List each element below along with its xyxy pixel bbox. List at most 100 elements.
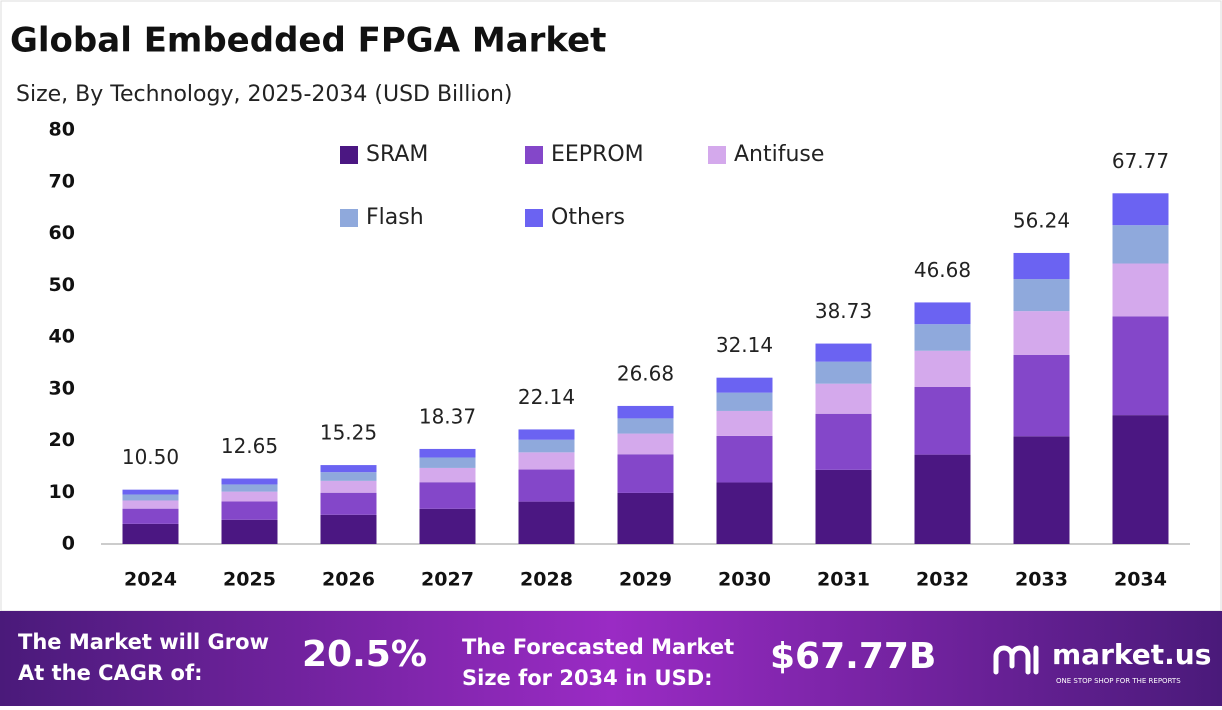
bar-segment (716, 392, 773, 411)
y-tick-label: 0 (62, 533, 75, 555)
legend-swatch (708, 146, 726, 164)
bar-segment (1013, 354, 1070, 437)
bar-segment (716, 410, 773, 436)
bar-segment (320, 465, 377, 473)
bar-segment (221, 519, 278, 544)
bar-segment (122, 494, 179, 501)
x-tick-label: 2033 (1015, 569, 1068, 591)
total-label: 10.50 (122, 445, 179, 469)
bar-segment (1013, 436, 1070, 544)
total-label: 32.14 (716, 333, 773, 357)
bar-segment (815, 469, 872, 544)
bar-segment (518, 429, 575, 440)
x-tick-label: 2031 (817, 569, 870, 591)
legend-label: SRAM (366, 142, 428, 167)
legend-swatch (525, 146, 543, 164)
bar-segment (1112, 225, 1169, 264)
forecast-text: Size for 2034 in USD: (462, 666, 713, 690)
bar-segment (419, 457, 476, 468)
bar-segment (122, 500, 179, 509)
total-label: 15.25 (320, 421, 377, 445)
legend-swatch (340, 146, 358, 164)
cagr-text: At the CAGR of: (18, 661, 203, 685)
bar-segment (617, 454, 674, 493)
bar-segment (122, 523, 179, 544)
bar-segment (122, 489, 179, 495)
bar-segment (419, 448, 476, 458)
x-tick-label: 2032 (916, 569, 969, 591)
total-label: 56.24 (1013, 208, 1070, 232)
forecast-text: The Forecasted Market (462, 635, 734, 659)
bar-segment (914, 454, 971, 544)
footer-band (0, 611, 1222, 706)
x-tick-label: 2034 (1114, 569, 1167, 591)
bar-segment (221, 501, 278, 520)
bar-segment (1112, 316, 1169, 416)
y-tick-label: 80 (49, 119, 75, 141)
bar-segment (1112, 193, 1169, 226)
tagline: ONE STOP SHOP FOR THE REPORTS (1056, 677, 1181, 685)
bar-segment (914, 386, 971, 455)
bar-segment (815, 413, 872, 470)
cagr-value: 20.5% (302, 634, 427, 675)
bar-segment (419, 482, 476, 509)
x-tick-label: 2027 (421, 569, 474, 591)
total-label: 38.73 (815, 299, 872, 323)
x-tick-label: 2025 (223, 569, 276, 591)
y-tick-label: 20 (49, 429, 75, 451)
bar-segment (716, 435, 773, 483)
y-tick-label: 50 (49, 274, 75, 296)
bar-segment (320, 480, 377, 493)
brand: market.us (1052, 638, 1211, 671)
bar-segment (815, 361, 872, 384)
bar-segment (320, 492, 377, 515)
chart-title: Global Embedded FPGA Market (10, 21, 606, 61)
y-tick-label: 60 (49, 222, 75, 244)
total-label: 46.68 (914, 258, 971, 282)
bar-segment (1112, 263, 1169, 317)
bar-segment (320, 514, 377, 544)
bar-segment (716, 377, 773, 393)
bar-segment (221, 484, 278, 492)
total-label: 26.68 (617, 361, 674, 385)
legend-swatch (340, 209, 358, 227)
bar-segment (1013, 252, 1070, 280)
x-tick-label: 2030 (718, 569, 771, 591)
bar-segment (617, 433, 674, 455)
chart-subtitle: Size, By Technology, 2025-2034 (USD Bill… (16, 82, 513, 107)
legend-label: Antifuse (734, 142, 824, 167)
bar-segment (1013, 279, 1070, 312)
x-tick-label: 2026 (322, 569, 375, 591)
brand-icon (993, 645, 1039, 675)
y-tick-label: 40 (49, 326, 75, 348)
y-tick-label: 70 (49, 170, 75, 192)
total-label: 67.77 (1112, 149, 1169, 173)
bar-segment (320, 472, 377, 481)
bar-segment (1013, 311, 1070, 355)
cagr-text: The Market will Grow (18, 630, 269, 654)
bar-segment (617, 418, 674, 434)
bar-segment (221, 491, 278, 502)
legend-swatch (525, 209, 543, 227)
total-label: 18.37 (419, 404, 476, 428)
bar-segment (221, 478, 278, 485)
y-tick-label: 30 (49, 377, 75, 399)
y-tick-label: 10 (49, 481, 75, 503)
bar-segment (518, 469, 575, 502)
forecast-value: $67.77B (770, 636, 936, 677)
bar-segment (914, 350, 971, 387)
bar-segment (617, 492, 674, 544)
legend-label: EEPROM (551, 142, 644, 167)
bar-segment (617, 405, 674, 419)
x-tick-label: 2028 (520, 569, 573, 591)
legend-label: Others (551, 205, 625, 230)
legend-label: Flash (366, 205, 424, 230)
bar-segment (815, 383, 872, 414)
bar-segment (122, 508, 179, 524)
bar-segment (518, 452, 575, 470)
bar-segment (419, 508, 476, 544)
x-tick-label: 2029 (619, 569, 672, 591)
bar-segment (914, 302, 971, 325)
bar-segment (716, 482, 773, 544)
